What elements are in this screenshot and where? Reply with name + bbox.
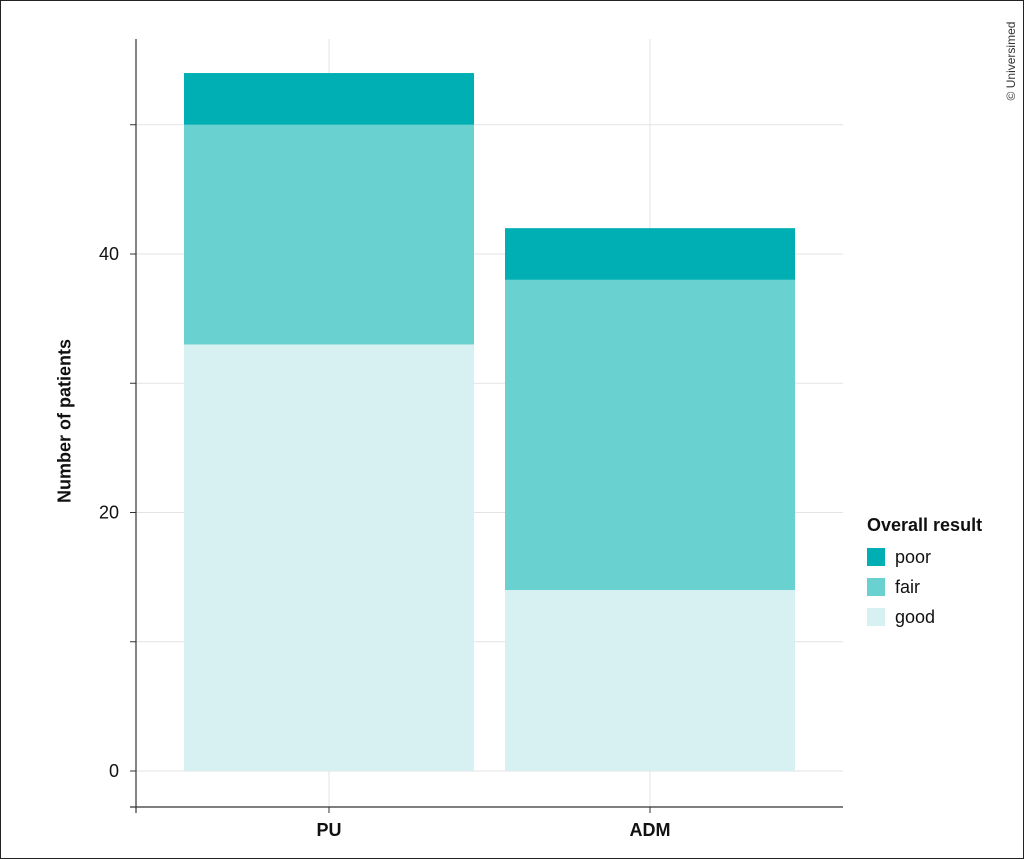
x-tick-label: PU (316, 820, 341, 840)
bar-poor-PU (184, 73, 474, 125)
y-tick-label: 40 (99, 244, 119, 264)
legend: Overall result poor fair good (867, 515, 982, 632)
legend-label: fair (895, 576, 921, 597)
legend-item-fair: fair (867, 572, 982, 602)
y-tick-label: 0 (109, 761, 119, 781)
legend-item-poor: poor (867, 542, 982, 572)
bar-fair-ADM (505, 279, 795, 591)
legend-title: Overall result (867, 515, 983, 535)
bar-poor-ADM (505, 228, 795, 280)
legend-item-good: good (867, 602, 982, 632)
legend-swatch (867, 548, 885, 566)
bar-fair-PU (184, 124, 474, 345)
legend-swatch (867, 608, 885, 626)
copyright: © Universimed (1004, 21, 1018, 101)
bar-good-ADM (505, 590, 795, 771)
y-tick-label: 20 (99, 503, 119, 523)
legend-label: good (895, 606, 936, 627)
legend-label: poor (895, 546, 932, 567)
bar-good-PU (184, 344, 474, 771)
legend-swatch (867, 578, 885, 596)
y-axis-label: Number of patients (54, 338, 75, 504)
x-tick-label: ADM (630, 820, 671, 840)
